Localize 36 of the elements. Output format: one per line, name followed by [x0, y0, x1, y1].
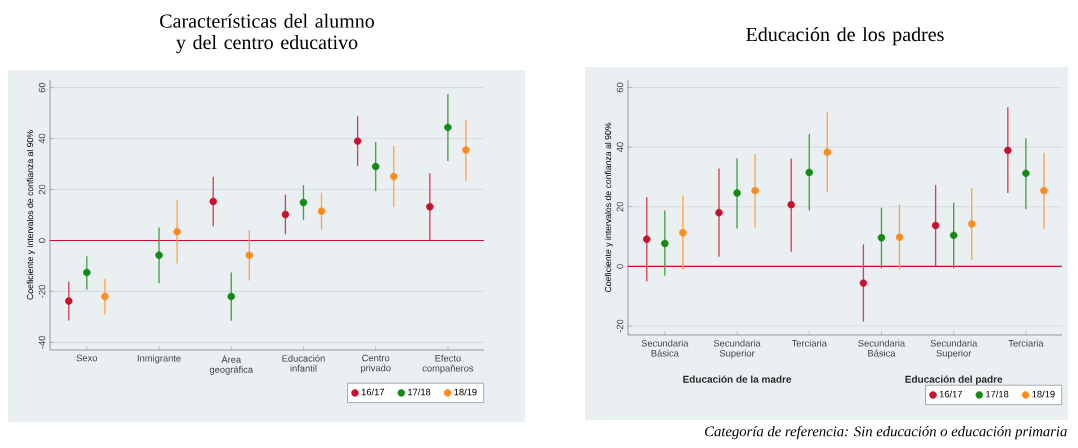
y-tick-label: 40	[616, 142, 624, 153]
y-axis-title: Coeficiente y intervalos de confianza al 90%	[604, 122, 613, 293]
y-tick-label: 60	[616, 82, 624, 93]
x-tick-label: Secundaria Superior	[930, 339, 978, 359]
legend-label: 17/18	[986, 390, 1009, 398]
x-tick-label: Área geográfica	[209, 354, 254, 375]
y-axis-title: Coeficiente y intervalos de confianza al 90%	[26, 130, 35, 300]
text: Categoría de referencia: Sin educación o educación primaria	[705, 425, 1067, 440]
chart-title: Educación de los padres	[746, 27, 944, 46]
chart-title: Características del alumno y del centro educativo	[160, 13, 375, 54]
x-tick-label: Centro privado	[360, 354, 391, 374]
x-tick-label: Efecto compañeros	[422, 354, 474, 374]
x-tick-label: Secundaria Básica	[858, 339, 906, 357]
x-tick-label: Terciaria	[1008, 339, 1044, 347]
y-tick-label: 0	[616, 264, 624, 269]
legend-label: 18/19	[1032, 390, 1055, 398]
y-tick-label: -20	[38, 285, 46, 298]
y-tick-label: 20	[616, 201, 624, 212]
y-tick-label: -40	[38, 335, 46, 349]
text: Educación de la madre	[683, 375, 792, 383]
y-tick-label: 0	[38, 238, 46, 243]
x-tick-label: Inmigrante	[137, 354, 181, 364]
y-tick-label: 40	[38, 133, 46, 144]
x-tick-label: Secundaria Superior	[713, 339, 761, 359]
legend-label: 18/19	[454, 388, 477, 396]
x-tick-label: Secundaria Básica	[641, 339, 689, 357]
y-tick-label: 20	[38, 184, 46, 195]
legend-label: 16/17	[361, 388, 385, 396]
x-tick-label: Educación infantil	[282, 354, 325, 372]
y-tick-label: -20	[616, 319, 624, 333]
x-tick-label: Sexo	[76, 354, 98, 362]
text: Educación del padre	[905, 375, 1003, 385]
legend-label: 16/17	[939, 390, 963, 398]
legend-label: 17/18	[408, 388, 431, 396]
y-tick-label: 60	[38, 82, 46, 93]
x-tick-label: Terciaria	[791, 339, 827, 347]
